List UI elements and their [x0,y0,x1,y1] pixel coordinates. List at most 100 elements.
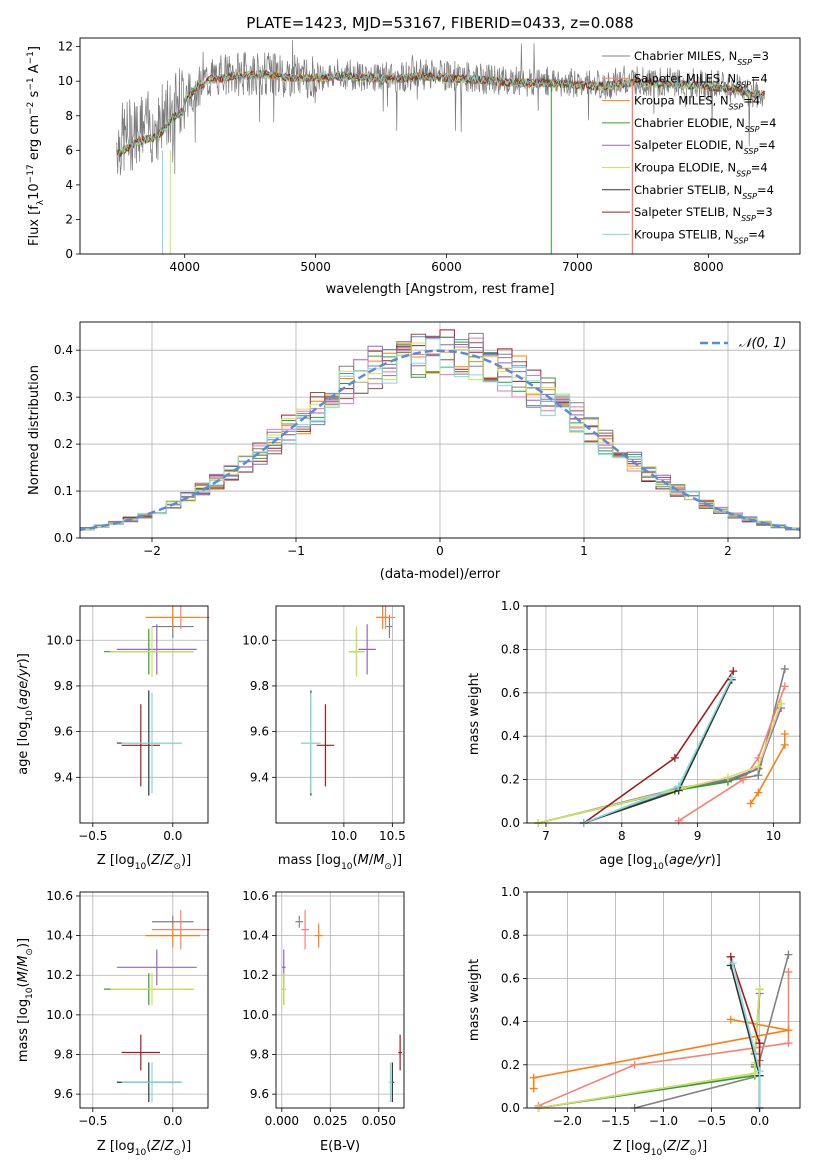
legend-label: Chabrier MILES, NSSP=3 [634,49,769,67]
weight-marker-1 [780,682,789,691]
y-tick-label: 10.6 [46,889,73,903]
x-axis-label: (data-model)/error [380,567,501,582]
weight-marker-8 [727,673,736,682]
y-tick-label: 10.2 [242,968,269,982]
legend-label: Salpeter STELIB, NSSP=3 [634,205,773,223]
mass_vs_Z-marks [104,909,210,1103]
weight-marker-8 [674,782,683,791]
y-tick-label: 0.1 [54,484,73,498]
legend-label: Salpeter ELODIE, NSSP=4 [634,138,775,156]
x-tick-label: 0 [436,544,444,558]
age_vs_mass-panel: 10.0 10.5 9.4 9.6 9.8 10.0 [242,605,406,843]
y-tick-label: 10.4 [242,929,269,943]
y-tick-label: 0.8 [501,928,520,942]
x-tick-label: −1 [287,544,305,558]
y-tick-label: 9.8 [54,679,73,693]
x-tick-label: 7 [542,829,550,843]
weight-marker-5 [777,699,786,708]
y-tick-label: 4 [65,178,73,192]
y-tick-label: 0 [65,247,73,261]
y-axis-label: mass weight [467,673,482,755]
axes-frame [275,891,405,1109]
axes-frame [79,605,209,824]
x-tick-label: 0.0 [750,1114,769,1128]
y-tick-label: 0.6 [501,971,520,985]
weight-marker-2 [746,799,755,808]
y-axis-label: Normed distribution [27,365,42,495]
weight-marker-0 [780,664,789,673]
y-tick-label: 10.4 [46,929,73,943]
weight-marker-1 [630,1060,639,1069]
x-axis-label: Z [log10(Z/Z⊙)] [97,853,191,872]
x-tick-label: 0.050 [362,1114,396,1128]
weight-marker-8 [755,1067,764,1076]
y-axis-label: Flux [fλ10−17 erg cm−2 s−1 A−1] [26,46,46,246]
y-tick-label: 1.0 [501,599,520,613]
y-tick-label: 0.0 [54,531,73,545]
y-tick-label: 10.0 [46,633,73,647]
spectrum-panel: 4000 5000 6000 7000 8000 0 2 4 6 8 10 12 [58,37,801,274]
weight-marker-2 [529,1084,538,1093]
x-tick-label: 1 [580,544,588,558]
weight-marker-7 [729,667,738,676]
y-tick-label: 0.0 [501,1101,520,1115]
y-tick-label: 9.8 [250,1047,269,1061]
legend-label: 𝒩(0, 1) [739,336,786,351]
x-axis-label: mass [log10(M/M⊙)] [278,853,402,872]
legend-label: Kroupa MILES, NSSP=4 [634,94,760,112]
weight-marker-5 [723,773,732,782]
x-tick-label: 0.0 [163,829,182,843]
mass_vs_Z-panel: −0.5 0.0 9.6 9.8 10.0 10.2 10.4 10.6 [46,889,210,1128]
legend-label: Chabrier ELODIE, NSSP=4 [634,116,776,133]
x-tick-label: −0.5 [78,829,107,843]
weight-marker-2 [726,1015,735,1024]
axes-frame [526,891,801,1109]
y-tick-label: 12 [58,40,73,54]
weight-marker-0 [784,950,793,959]
weight-line-5 [538,703,782,824]
legend-label: Kroupa ELODIE, NSSP=4 [634,161,768,179]
legend-label: Kroupa STELIB, NSSP=4 [634,227,765,245]
y-tick-label: 10.0 [242,1008,269,1022]
x-axis-label: Z [log10(Z/Z⊙)] [613,1139,707,1158]
weight-marker-2 [784,1026,793,1035]
axes-frame [526,605,801,824]
weight-marker-5 [754,762,763,771]
mass_weight_vs_age-panel: 7 8 9 10 0.0 0.2 0.4 0.6 0.8 1.0 [501,599,801,843]
spectrum-marks [116,39,766,254]
y-tick-label: 1.0 [501,885,520,899]
legend-label: Chabrier STELIB, NSSP=4 [634,183,774,201]
weight-line-0 [583,668,786,824]
weight-line-4 [538,707,782,824]
x-tick-label: −2.0 [553,1114,582,1128]
x-tick-label: 10.0 [331,829,358,843]
x-tick-label: −1.0 [649,1114,678,1128]
x-axis-label: wavelength [Angstrom, rest frame] [326,282,555,297]
y-tick-label: 0.3 [54,390,73,404]
y-tick-label: 10.0 [242,633,269,647]
y-tick-label: 9.4 [250,770,269,784]
weight-line-2 [532,1018,789,1089]
age_vs_Z-marks [104,606,210,796]
spectrum-title: PLATE=1423, MJD=53167, FIBERID=0433, z=0… [246,14,633,32]
y-axis-label: age [log10(age/yr)] [16,653,35,775]
mass_weight_vs_Z-marks [529,950,793,1112]
x-tick-label: 8000 [693,260,724,274]
axes-frame [275,605,405,824]
residual-histogram-9 [80,338,800,532]
residuals-marks [80,329,800,533]
x-tick-label: 5000 [300,260,331,274]
x-axis-label: Z [log10(Z/Z⊙)] [97,1139,191,1158]
weight-marker-1 [784,967,793,976]
weight-marker-5 [755,985,764,994]
y-tick-label: 0.4 [501,729,520,743]
x-tick-label: 9 [694,829,702,843]
age_vs_mass-marks [301,606,396,796]
y-tick-label: 9.6 [250,1087,269,1101]
y-tick-label: 0.4 [501,1015,520,1029]
x-axis-label: E(B-V) [320,1139,360,1154]
y-tick-label: 6 [65,143,73,157]
mass_weight_vs_Z-panel: −2.0 −1.5 −1.0 −0.5 0.0 0.0 0.2 0.4 0.6 0.8 1.0 [501,885,801,1128]
mass_vs_ebv-panel: 0.000 0.025 0.050 9.6 9.8 10.0 10.2 10.4 10.6 [242,889,405,1128]
